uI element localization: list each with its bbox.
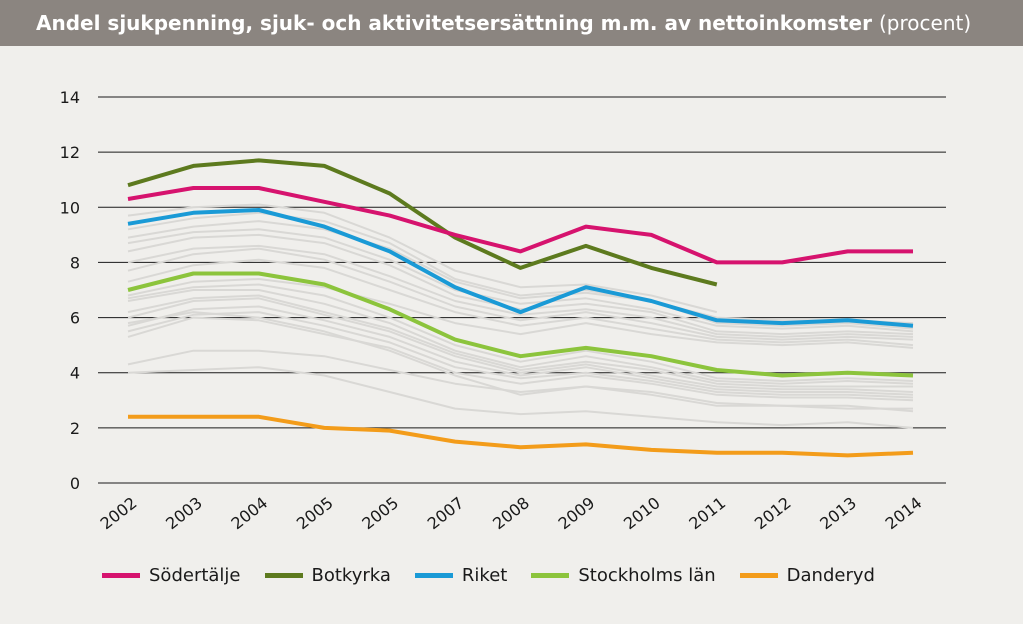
y-tick-label: 6	[70, 309, 80, 328]
legend-item-s-dert-lje: Södertälje	[102, 565, 241, 586]
y-tick-label: 0	[70, 474, 80, 493]
background-series-line	[127, 294, 913, 388]
x-tick-label: 2005	[358, 493, 402, 533]
series-line-stockholms-l-n	[127, 271, 914, 378]
legend-label: Danderyd	[786, 565, 875, 586]
y-tick-label: 12	[60, 143, 80, 162]
y-tick-label: 14	[60, 88, 80, 107]
background-series-line	[127, 244, 914, 338]
legend-item-botkyrka: Botkyrka	[264, 565, 391, 586]
legend-label: Botkyrka	[311, 565, 391, 586]
background-series-line	[127, 366, 914, 429]
background-series-line	[127, 278, 914, 349]
background-series-line	[127, 228, 914, 333]
legend-label: Riket	[461, 565, 508, 586]
background-series-line	[127, 297, 914, 393]
background-series-line	[127, 258, 914, 347]
background-series-line	[127, 247, 914, 341]
x-tick-label: 2007	[424, 493, 468, 533]
background-series-line	[127, 211, 914, 325]
legend-swatch	[739, 573, 778, 578]
x-tick-label: 2004	[228, 493, 272, 533]
x-tick-label: 2003	[162, 493, 206, 533]
x-tick-label: 2009	[555, 493, 599, 533]
background-series-line	[127, 203, 718, 314]
series-line-botkyrka	[127, 158, 718, 287]
x-tick-label: 2012	[751, 493, 795, 533]
chart-title-unit: (procent)	[879, 11, 972, 35]
chart-title: Andel sjukpenning, sjuk- och aktivitetse…	[36, 11, 872, 35]
chart-title-bar: Andel sjukpenning, sjuk- och aktivitetse…	[0, 0, 1023, 46]
x-tick-label: 2010	[620, 493, 664, 533]
chart-legend: Södertälje Botkyrka Riket Stockholms län Dan…	[102, 565, 899, 586]
background-series-line	[127, 220, 914, 330]
background-series-line	[127, 316, 914, 402]
legend-item-riket: Riket	[414, 565, 508, 586]
x-tick-label: 2011	[685, 493, 729, 533]
legend-item-danderyd: Danderyd	[739, 565, 875, 586]
y-tick-label: 10	[60, 198, 80, 217]
legend-swatch	[414, 573, 453, 578]
legend-item-stockholms-l-n: Stockholms län	[531, 565, 716, 586]
background-series-line	[127, 305, 914, 396]
x-tick-label: 2014	[882, 493, 926, 533]
series-line-riket	[127, 208, 914, 328]
series-line-s-dert-lje	[127, 186, 913, 265]
x-tick-label: 2013	[816, 493, 860, 533]
background-series-line	[127, 311, 914, 413]
x-tick-label: 2008	[489, 493, 533, 533]
background-series-line	[127, 233, 914, 336]
legend-swatch	[531, 573, 570, 578]
legend-swatch	[102, 573, 140, 578]
background-series-line	[127, 289, 914, 385]
x-tick-label: 2002	[97, 493, 141, 533]
legend-label: Stockholms län	[578, 565, 716, 586]
y-tick-label: 4	[70, 364, 80, 383]
line-chart: 0 2 4 6 8 10 12 14 2002 2003 2004 2005 2005 2007 2008 2…	[60, 88, 946, 533]
x-tick-label: 2005	[293, 493, 337, 533]
background-series-line	[127, 311, 914, 399]
series-line-danderyd	[128, 414, 914, 458]
background-series-line	[127, 283, 914, 382]
y-tick-label: 2	[70, 419, 80, 438]
legend-label: Södertälje	[149, 565, 241, 586]
y-tick-label: 8	[70, 253, 80, 272]
legend-swatch	[264, 573, 303, 578]
